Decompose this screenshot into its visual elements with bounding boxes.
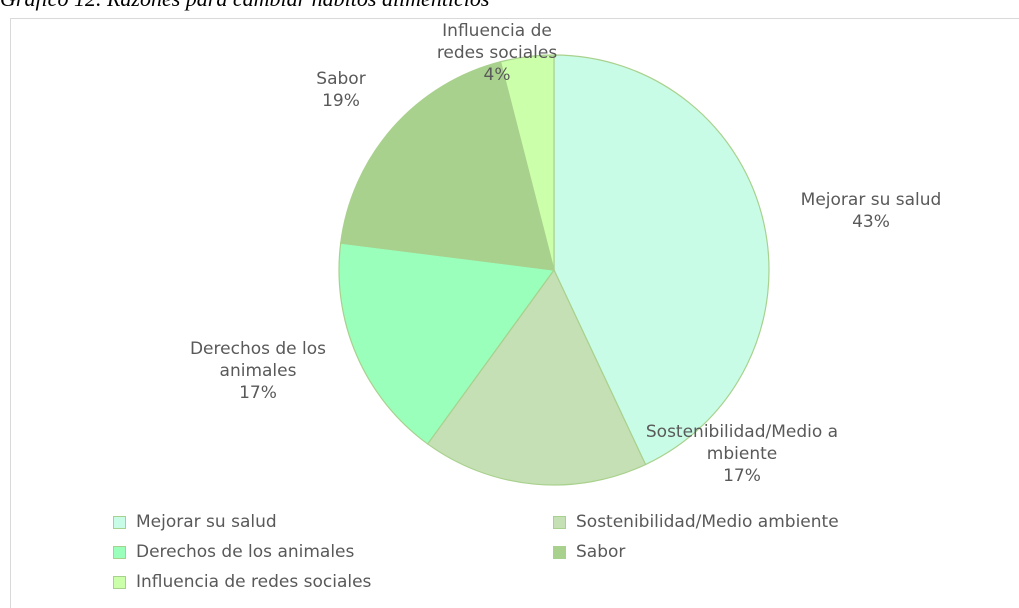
legend-swatch	[553, 515, 566, 529]
legend-swatch	[113, 545, 126, 559]
data-label-value: 19%	[322, 91, 360, 111]
data-label: Sostenibilidad/Medio ambiente 17%	[642, 421, 842, 487]
legend-item: Mejorar su salud	[113, 511, 277, 533]
data-label: Derechos de los animales 17%	[158, 338, 358, 404]
pie-slice	[499, 54, 555, 271]
legend-item: Influencia de redes sociales	[113, 571, 371, 593]
pie-slice	[426, 268, 647, 486]
data-label: Influencia de redes sociales 4%	[417, 20, 577, 86]
data-label: Mejorar su salud 43%	[771, 189, 971, 233]
data-label-value: 17%	[723, 466, 761, 486]
legend-label: Influencia de redes sociales	[136, 572, 372, 592]
data-label-name: Mejorar su salud	[800, 190, 942, 210]
legend-label: Mejorar su salud	[136, 512, 277, 532]
legend-swatch	[553, 545, 566, 559]
pie-slice	[340, 61, 555, 271]
legend-label: Sostenibilidad/Medio ambiente	[576, 512, 839, 532]
legend-label: Derechos de los animales	[136, 542, 355, 562]
pie-slice	[338, 242, 556, 445]
legend-swatch	[113, 515, 126, 529]
legend-label: Sabor	[576, 542, 626, 562]
data-label-value: 4%	[483, 65, 511, 85]
data-label: Sabor 19%	[291, 68, 391, 112]
data-label-name: Derechos de los animales	[189, 339, 327, 381]
legend-item: Sostenibilidad/Medio ambiente	[553, 511, 839, 533]
legend-swatch	[113, 575, 126, 589]
data-label-name: Sabor	[316, 69, 366, 89]
legend-item: Sabor	[553, 541, 625, 563]
legend-item: Derechos de los animales	[113, 541, 354, 563]
data-label-value: 17%	[239, 383, 277, 403]
data-label-name: Sostenibilidad/Medio ambiente	[645, 422, 839, 464]
pie-slice	[553, 54, 770, 466]
data-label-value: 43%	[852, 212, 890, 232]
data-label-name: Influencia de redes sociales	[436, 21, 558, 63]
chart-title: Gráfico 12. Razones para cambiar hábitos…	[0, 0, 489, 12]
